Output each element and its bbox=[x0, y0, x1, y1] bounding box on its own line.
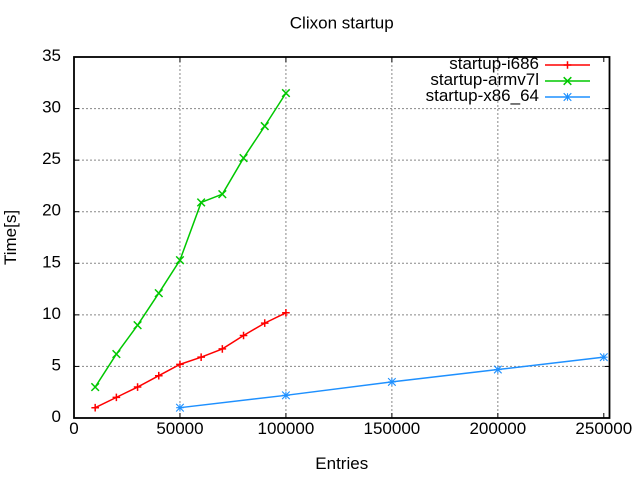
svg-text:20: 20 bbox=[42, 201, 61, 220]
svg-text:10: 10 bbox=[42, 304, 61, 323]
svg-text:50000: 50000 bbox=[156, 419, 203, 438]
svg-text:250000: 250000 bbox=[575, 419, 632, 438]
svg-text:5: 5 bbox=[52, 355, 61, 374]
svg-text:Clixon startup: Clixon startup bbox=[290, 14, 394, 33]
svg-text:150000: 150000 bbox=[364, 419, 421, 438]
svg-text:30: 30 bbox=[42, 98, 61, 117]
svg-text:200000: 200000 bbox=[469, 419, 526, 438]
svg-text:0: 0 bbox=[52, 407, 61, 426]
svg-text:Entries: Entries bbox=[315, 454, 368, 473]
svg-text:35: 35 bbox=[42, 46, 61, 65]
svg-text:startup-x86_64: startup-x86_64 bbox=[426, 86, 539, 105]
svg-text:25: 25 bbox=[42, 149, 61, 168]
svg-text:Time[s]: Time[s] bbox=[1, 210, 20, 265]
svg-text:100000: 100000 bbox=[258, 419, 315, 438]
svg-text:0: 0 bbox=[69, 419, 78, 438]
svg-text:15: 15 bbox=[42, 252, 61, 271]
